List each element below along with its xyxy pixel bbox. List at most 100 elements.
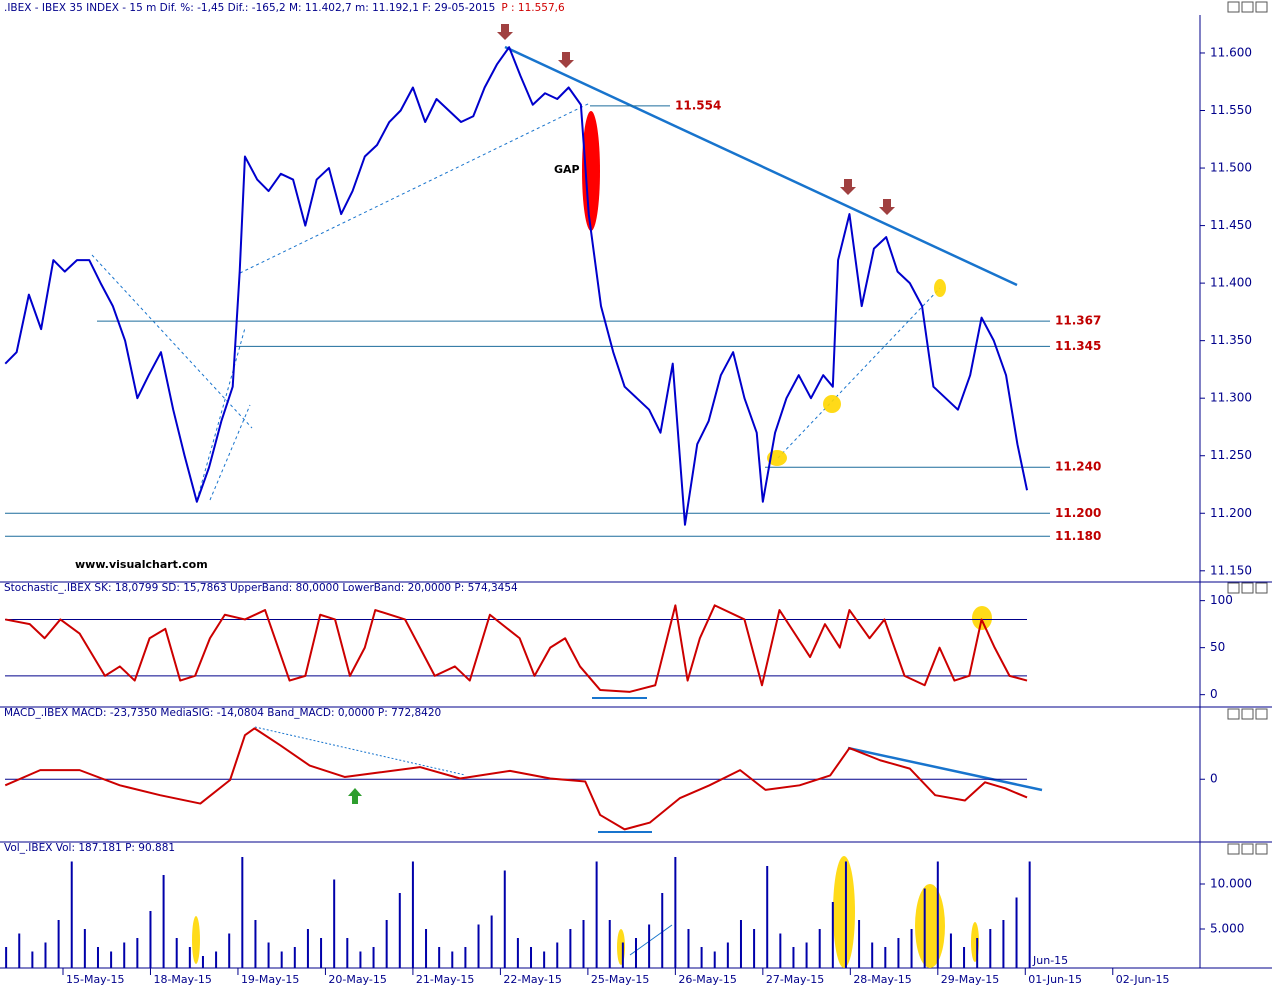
volume-bar xyxy=(700,947,703,968)
volume-bar xyxy=(674,856,677,968)
volume-bar xyxy=(306,929,309,968)
volume-bar xyxy=(267,942,270,968)
y-tick-label: 11.550 xyxy=(1210,103,1252,117)
volume-bar xyxy=(149,910,152,968)
level-label: 11.554 xyxy=(675,98,721,112)
volume-bar xyxy=(766,865,769,968)
price-header: .IBEX - IBEX 35 INDEX - 15 m Dif. %: -1,… xyxy=(4,2,565,14)
y-tick-label: 5.000 xyxy=(1210,922,1244,936)
x-tick-label: 29-May-15 xyxy=(941,973,999,986)
x-tick-label: 19-May-15 xyxy=(241,973,299,986)
volume-bar xyxy=(595,861,598,968)
y-tick-label: 11.350 xyxy=(1210,333,1252,347)
volume-bar xyxy=(634,938,637,968)
volume-bar xyxy=(490,915,493,968)
volume-bar xyxy=(228,933,231,968)
annotations xyxy=(91,45,1043,956)
y-tick-label: 10.000 xyxy=(1210,876,1252,890)
volume-bar xyxy=(175,938,178,968)
level-label: 11.367 xyxy=(1055,314,1101,328)
volume-bar xyxy=(31,951,34,968)
y-tick-label: 11.200 xyxy=(1210,506,1252,520)
x-tick-label: 02-Jun-15 xyxy=(1116,973,1170,986)
month-label: Jun-15 xyxy=(1032,954,1068,967)
arrows xyxy=(497,24,895,215)
volume-bar xyxy=(280,951,283,968)
volume-bar xyxy=(201,956,204,968)
y-tick-label: 11.600 xyxy=(1210,45,1252,59)
x-tick-label: 27-May-15 xyxy=(766,973,824,986)
volume-bar xyxy=(726,942,729,968)
last-price: P : 11.557,6 xyxy=(501,2,565,14)
plot: 11.600 11.550 11.500 11.450 11.400 11.350 11.3… xyxy=(4,45,1252,986)
volume-bar xyxy=(910,929,913,968)
volume-bar xyxy=(372,947,375,968)
volume-bar xyxy=(464,947,467,968)
y-tick-label: 100 xyxy=(1210,593,1233,607)
level-label: 11.345 xyxy=(1055,339,1101,353)
x-tick-label: 01-Jun-15 xyxy=(1028,973,1082,986)
up-arrow xyxy=(348,788,362,804)
volume-bar xyxy=(831,901,834,968)
volume-bar xyxy=(346,938,349,968)
volume-bar xyxy=(411,861,414,968)
volume-bar xyxy=(582,920,585,968)
volume-bar xyxy=(818,929,821,968)
y-tick-label: 11.450 xyxy=(1210,218,1252,232)
volume-bar xyxy=(241,856,244,968)
series-line xyxy=(4,727,1028,831)
y-tick-label: 11.250 xyxy=(1210,448,1252,462)
volume-bar xyxy=(923,888,926,968)
x-tick-label: 25-May-15 xyxy=(591,973,649,986)
y-tick-label: 0 xyxy=(1210,772,1218,786)
volume-bar xyxy=(188,947,191,968)
volume-bar xyxy=(123,942,126,968)
volume-bar xyxy=(779,933,782,968)
level-label: 11.180 xyxy=(1055,529,1101,543)
macd-header: MACD_.IBEX MACD: -23,7350 MediaSIG: -14,… xyxy=(4,707,441,719)
volume-bar xyxy=(963,947,966,968)
volume-bar xyxy=(5,947,8,968)
volume-bar xyxy=(451,951,454,968)
volume-bar xyxy=(359,951,362,968)
gap-label: GAP xyxy=(554,163,580,176)
x-tick-label: 21-May-15 xyxy=(416,973,474,986)
volume-bar xyxy=(530,947,533,968)
volume-bar xyxy=(621,942,624,968)
x-tick-label: 18-May-15 xyxy=(153,973,211,986)
volume-bar xyxy=(805,942,808,968)
volume-bar xyxy=(976,938,979,968)
volume-bar xyxy=(897,938,900,968)
volume-bar xyxy=(96,947,99,968)
volume-bar xyxy=(884,947,887,968)
volume-bar xyxy=(83,929,86,968)
x-tick-label: 22-May-15 xyxy=(503,973,561,986)
volume-bar xyxy=(949,933,952,968)
gap-marker xyxy=(582,111,600,231)
window-buttons[interactable] xyxy=(1227,1,1268,855)
volume-bar xyxy=(215,951,218,968)
volume-bar xyxy=(792,947,795,968)
y-tick-label: 11.400 xyxy=(1210,276,1252,290)
y-tick-label: 11.500 xyxy=(1210,161,1252,175)
volume-bar xyxy=(70,861,73,968)
y-tick-label: 11.300 xyxy=(1210,391,1252,405)
volume-bar xyxy=(608,920,611,968)
volume-bar xyxy=(844,861,847,968)
volume-bar xyxy=(385,920,388,968)
volume-bar xyxy=(516,938,519,968)
x-tick-label: 26-May-15 xyxy=(678,973,736,986)
volume-bar xyxy=(293,947,296,968)
series-line xyxy=(5,604,1028,693)
volume-bar xyxy=(661,892,664,968)
x-tick-label: 28-May-15 xyxy=(853,973,911,986)
x-tick-label: 15-May-15 xyxy=(66,973,124,986)
volume-bar xyxy=(44,942,47,968)
watermark: www.visualchart.com xyxy=(75,558,208,571)
volume-bar xyxy=(503,870,506,968)
volume-bar xyxy=(438,947,441,968)
y-tick-label: 0 xyxy=(1210,687,1218,701)
volume-bar xyxy=(320,938,323,968)
